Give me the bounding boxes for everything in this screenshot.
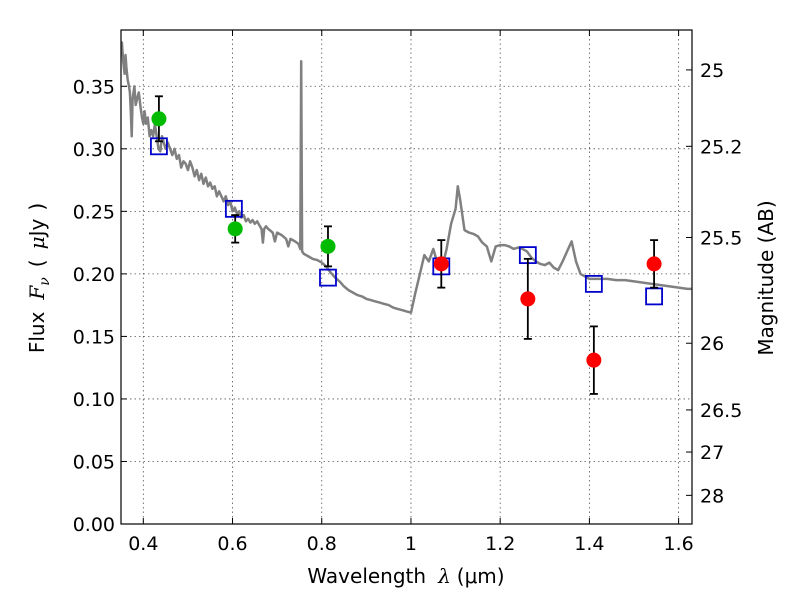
x-tick-label: 0.8 <box>307 533 337 555</box>
y-tick-label: 0.15 <box>73 326 115 348</box>
y-right-tick-label: 25.2 <box>700 136 742 158</box>
x-tick-label: 1.4 <box>574 533 604 555</box>
x-tick-label: 1.2 <box>485 533 515 555</box>
near-ir-photometry-point <box>646 256 662 272</box>
y-right-tick-label: 25.5 <box>700 227 742 249</box>
model-photometry-marker <box>319 268 337 287</box>
x-tick-label: 1 <box>405 533 417 555</box>
model-photometry-marker <box>224 199 243 218</box>
y-tick-label: 0.25 <box>73 201 115 223</box>
y-tick-label: 0.35 <box>73 76 115 98</box>
y-right-tick-label: 26 <box>700 333 724 355</box>
near-ir-photometry-point <box>520 291 536 307</box>
x-tick-label: 0.4 <box>128 533 158 555</box>
plot-area <box>121 41 692 395</box>
tick-labels: 0.4 0.6 0.8 1 1.2 1.4 1.6 0.00 0.05 0.10 0.15 0.20 0… <box>73 60 743 555</box>
y-left-axis-title: FluxFν(μJy) <box>25 203 53 353</box>
optical-photometry-point <box>151 111 167 127</box>
y-tick-label: 0.10 <box>73 389 115 411</box>
series-group <box>121 41 692 395</box>
plot-frame <box>120 29 693 525</box>
model-photometry-marker <box>645 287 663 306</box>
y-tick-label: 0.20 <box>73 264 115 286</box>
tick-marks <box>121 30 692 525</box>
y-right-tick-label: 27 <box>700 442 724 464</box>
near-ir-photometry-point <box>586 352 602 368</box>
x-tick-label: 0.6 <box>217 533 247 555</box>
y-right-tick-label: 28 <box>700 485 724 507</box>
y-tick-label: 0.00 <box>73 514 115 536</box>
near-ir-photometry-point <box>433 256 449 272</box>
y-tick-label: 0.05 <box>73 451 115 473</box>
x-tick-label: 1.6 <box>664 533 694 555</box>
y-right-axis-title: Magnitude (AB) <box>754 200 778 355</box>
optical-photometry-point <box>227 221 243 237</box>
model-photometry-marker <box>584 274 603 293</box>
x-axis-title: Wavelength λ (μm) <box>307 564 504 588</box>
model-spectrum-line <box>121 41 692 314</box>
y-tick-label: 0.30 <box>73 139 115 161</box>
y-right-tick-label: 26.5 <box>700 400 742 422</box>
optical-photometry-point <box>320 238 336 254</box>
grid <box>121 30 692 524</box>
y-right-tick-label: 25 <box>700 60 724 82</box>
